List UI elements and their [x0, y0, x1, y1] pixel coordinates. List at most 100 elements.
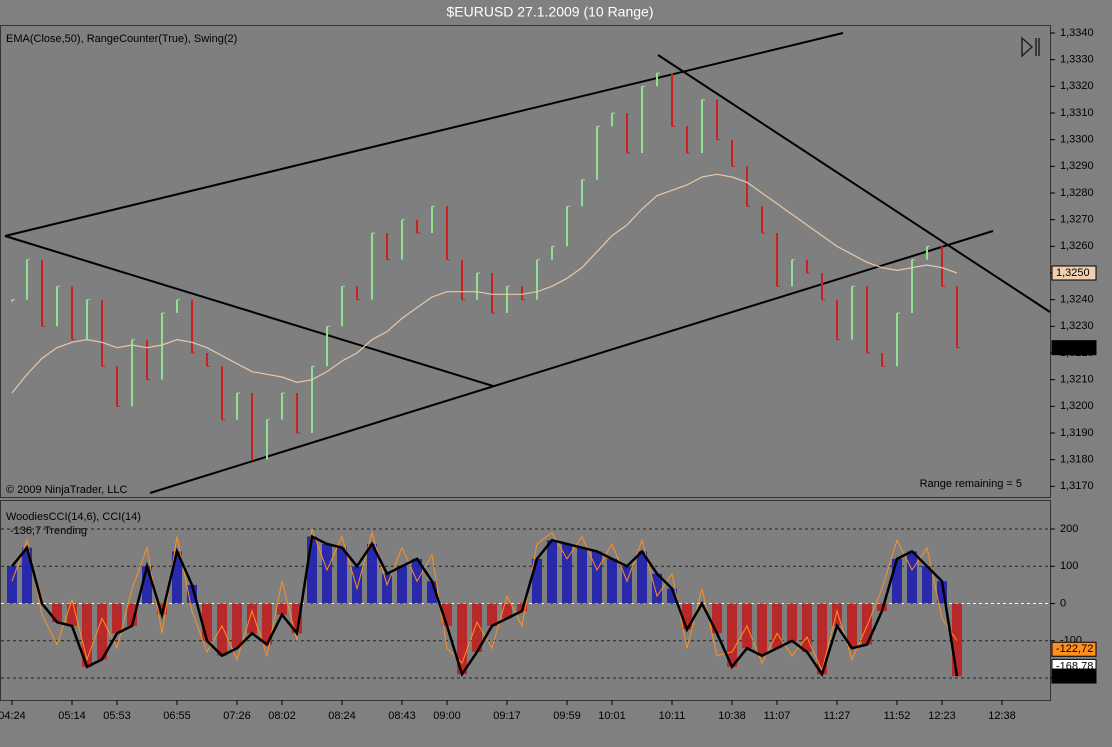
range-bar: [776, 233, 778, 287]
x-tick-label: 11:27: [824, 710, 851, 722]
range-bar: [686, 126, 688, 153]
cci-status: -136,7 Trending: [10, 525, 87, 537]
ema-line: [11, 173, 958, 394]
cci-histogram-bar: [502, 603, 512, 619]
y-tick-label: 1,3240: [1060, 294, 1094, 306]
y-tick-label: 1,3340: [1060, 27, 1094, 39]
cci-histogram-bar: [622, 566, 632, 604]
range-bar: [566, 206, 568, 247]
range-bar: [926, 246, 928, 260]
cci-line: [11, 534, 959, 678]
cci-histogram-bar: [937, 581, 947, 604]
y-tick-label: 1,3210: [1060, 374, 1094, 386]
cci-histogram-bar: [217, 603, 227, 656]
range-bar: [536, 259, 538, 300]
range-bar: [896, 313, 898, 367]
range-bar: [611, 113, 613, 127]
x-tick-label: 11:07: [764, 710, 791, 722]
range-bar: [341, 286, 343, 327]
x-tick-label: 08:43: [388, 710, 416, 722]
y-tick-label: 1,3290: [1060, 160, 1094, 172]
y-tick-label: 1,3300: [1060, 134, 1094, 146]
copyright: © 2009 NinjaTrader, LLC: [6, 484, 127, 496]
y-tick-label: 1,3190: [1060, 427, 1094, 439]
y-tick-label: 1,3310: [1060, 107, 1094, 119]
cci-histogram-bar: [382, 573, 392, 604]
cci-histogram-bar: [67, 603, 77, 626]
value-box-label: 1,3250: [1056, 267, 1090, 279]
range-bar: [56, 286, 58, 327]
cci-histogram-bar: [892, 558, 902, 604]
range-bar: [716, 99, 718, 140]
cci-histogram-bar: [52, 603, 62, 623]
cci-histogram-bar: [247, 603, 257, 634]
range-bar: [161, 313, 163, 380]
x-tick-label: 09:17: [493, 710, 521, 722]
range-bar: [116, 366, 118, 407]
cci-histogram-bar: [727, 603, 737, 667]
value-box: [1051, 340, 1097, 356]
x-tick-label: 10:11: [659, 710, 686, 722]
cci-histogram-bar: [487, 603, 497, 626]
cci-histogram-bar: [277, 603, 287, 615]
x-tick-label: 06:55: [163, 710, 191, 722]
cci-histogram-bar: [112, 603, 122, 634]
range-bar: [851, 286, 853, 340]
x-tick-label: 12:38: [988, 710, 1016, 722]
x-tick-label: 08:02: [268, 710, 296, 722]
indicator-label: WoodiesCCI(14,6), CCI(14): [6, 511, 141, 523]
cci-histogram-bar: [157, 603, 167, 615]
range-bar: [761, 206, 763, 233]
range-bar: [581, 179, 583, 207]
cci-histogram-bar: [457, 603, 467, 675]
cci-histogram-bar: [712, 603, 722, 634]
trend-line: [149, 230, 994, 494]
range-bar: [311, 366, 313, 433]
cci-histogram-bar: [82, 603, 92, 667]
range-bar: [281, 393, 283, 420]
range-bar: [476, 273, 478, 300]
range-bar: [191, 299, 193, 353]
cci-histogram-bar: [7, 566, 17, 604]
range-bar: [881, 353, 883, 367]
x-tick-label: 11:52: [884, 710, 911, 722]
range-bar: [206, 353, 208, 367]
cci-histogram-bar: [427, 581, 437, 604]
cci-histogram-bar: [577, 547, 587, 604]
x-tick-label: 07:26: [223, 710, 251, 722]
play-icon[interactable]: [1021, 36, 1040, 58]
y-tick-label: 1,3230: [1060, 320, 1094, 332]
cci-histogram-bar: [232, 603, 242, 649]
range-bar: [671, 73, 673, 127]
range-note: Range remaining = 5: [920, 478, 1022, 490]
cci-histogram-bar: [772, 603, 782, 649]
range-bar: [176, 299, 178, 313]
y-tick-label: 1,3260: [1060, 240, 1094, 252]
cci-histogram-bar: [472, 603, 482, 652]
value-box-label: -122,72: [1056, 643, 1093, 655]
range-bar: [836, 299, 838, 340]
cci-histogram-bar: [337, 547, 347, 604]
range-bar: [401, 219, 403, 260]
range-bar: [71, 286, 73, 340]
y-tick-label: 1,3170: [1060, 480, 1094, 492]
range-bar: [521, 286, 523, 300]
trend-line: [657, 54, 1051, 313]
cci-histogram-bar: [922, 566, 932, 604]
y-tick-label: 100: [1060, 560, 1078, 572]
range-bar: [86, 299, 88, 340]
cci-histogram-bar: [592, 551, 602, 604]
range-bar: [371, 233, 373, 300]
cci-histogram-bar: [562, 543, 572, 604]
range-bar: [236, 393, 238, 420]
y-tick-label: 1,3280: [1060, 187, 1094, 199]
x-tick-label: 10:38: [718, 710, 746, 722]
cci-histogram-bar: [532, 558, 542, 604]
y-tick-label: 1,3320: [1060, 80, 1094, 92]
x-tick-label: 12:23: [928, 710, 956, 722]
x-tick-label: 09:00: [433, 710, 461, 722]
range-bar: [26, 259, 28, 300]
cci-histogram-bar: [667, 588, 677, 604]
range-bar: [131, 339, 133, 407]
